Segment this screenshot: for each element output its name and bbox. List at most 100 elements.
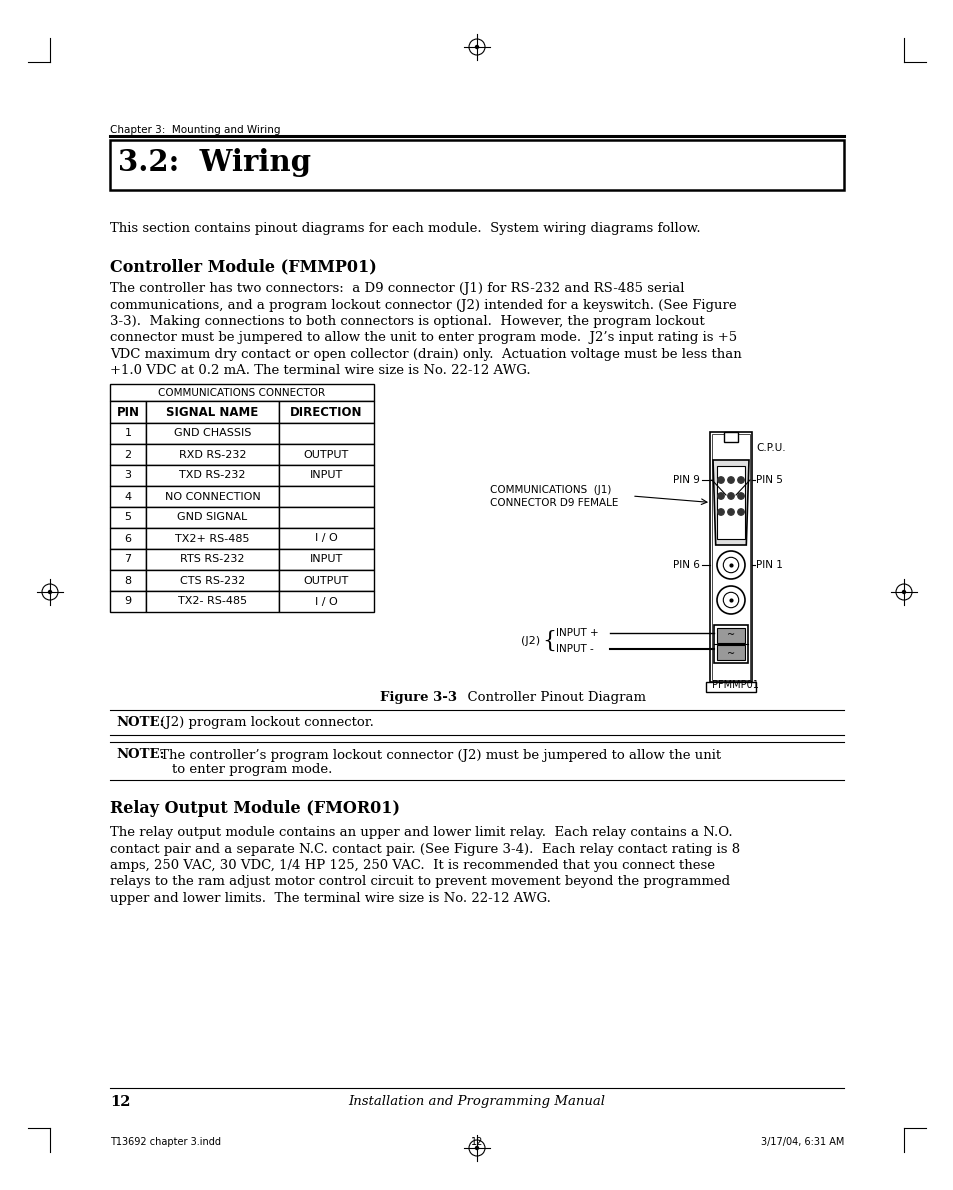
- Text: contact pair and a separate N.C. contact pair. (See Figure 3-4).  Each relay con: contact pair and a separate N.C. contact…: [110, 843, 740, 856]
- Bar: [717, 645, 744, 660]
- Bar: [146, 401, 278, 422]
- Text: NOTE:: NOTE:: [116, 749, 164, 762]
- Text: CTS RS-232: CTS RS-232: [180, 576, 245, 585]
- Bar: [110, 444, 146, 465]
- Bar: [278, 549, 374, 570]
- Bar: [146, 444, 278, 465]
- Text: 8: 8: [124, 576, 132, 585]
- Text: Chapter 3:  Mounting and Wiring: Chapter 3: Mounting and Wiring: [110, 125, 280, 134]
- Bar: [110, 384, 374, 401]
- Text: PIN 6: PIN 6: [673, 560, 700, 570]
- Text: T13692 chapter 3.indd: T13692 chapter 3.indd: [110, 1136, 221, 1147]
- Bar: [278, 528, 374, 549]
- Text: TX2+ RS-485: TX2+ RS-485: [175, 533, 250, 544]
- Text: NOTE:: NOTE:: [116, 716, 164, 729]
- Text: The controller has two connectors:  a D9 connector (J1) for RS-232 and RS-485 se: The controller has two connectors: a D9 …: [110, 282, 684, 295]
- Text: TXD RS-232: TXD RS-232: [179, 470, 246, 481]
- Text: 5: 5: [125, 513, 132, 522]
- Text: 9: 9: [124, 596, 132, 607]
- Bar: [709, 432, 751, 682]
- Text: NO CONNECTION: NO CONNECTION: [165, 491, 260, 501]
- Circle shape: [737, 509, 743, 515]
- Text: GND SIGNAL: GND SIGNAL: [177, 513, 248, 522]
- Circle shape: [49, 590, 51, 594]
- Text: 12: 12: [110, 1095, 131, 1109]
- Bar: [146, 549, 278, 570]
- Bar: [110, 465, 146, 486]
- Text: 4: 4: [124, 491, 132, 501]
- Text: amps, 250 VAC, 30 VDC, 1/4 HP 125, 250 VAC.  It is recommended that you connect : amps, 250 VAC, 30 VDC, 1/4 HP 125, 250 V…: [110, 859, 714, 872]
- Circle shape: [475, 45, 478, 49]
- Circle shape: [727, 493, 734, 499]
- Bar: [278, 422, 374, 444]
- Bar: [110, 549, 146, 570]
- Text: communications, and a program lockout connector (J2) intended for a keyswitch. (: communications, and a program lockout co…: [110, 299, 736, 312]
- Text: INPUT +: INPUT +: [556, 628, 598, 638]
- Circle shape: [717, 509, 723, 515]
- Text: The controller’s program lockout connector (J2) must be jumpered to allow the un: The controller’s program lockout connect…: [156, 749, 720, 762]
- Circle shape: [717, 477, 723, 483]
- Text: 3-3).  Making connections to both connectors is optional.  However, the program : 3-3). Making connections to both connect…: [110, 315, 704, 328]
- Text: 3/17/04, 6:31 AM: 3/17/04, 6:31 AM: [760, 1136, 843, 1147]
- Text: OUTPUT: OUTPUT: [304, 450, 349, 459]
- Bar: [146, 591, 278, 612]
- Text: Installation and Programming Manual: Installation and Programming Manual: [348, 1096, 605, 1109]
- Text: 3: 3: [125, 470, 132, 481]
- Text: 7: 7: [124, 555, 132, 564]
- Bar: [110, 528, 146, 549]
- Bar: [110, 591, 146, 612]
- Bar: [278, 465, 374, 486]
- Text: RTS RS-232: RTS RS-232: [180, 555, 245, 564]
- Text: SIGNAL NAME: SIGNAL NAME: [166, 406, 258, 419]
- Text: I / O: I / O: [314, 596, 337, 607]
- Text: TX2- RS-485: TX2- RS-485: [178, 596, 247, 607]
- Text: I / O: I / O: [314, 533, 337, 544]
- Bar: [110, 140, 843, 190]
- Text: upper and lower limits.  The terminal wire size is No. 22-12 AWG.: upper and lower limits. The terminal wir…: [110, 892, 550, 906]
- Bar: [278, 401, 374, 422]
- Bar: [723, 432, 738, 441]
- Bar: [146, 507, 278, 528]
- Text: PFMMP01: PFMMP01: [711, 679, 758, 690]
- Text: PIN 9: PIN 9: [673, 475, 700, 486]
- Bar: [146, 422, 278, 444]
- Bar: [146, 486, 278, 507]
- Bar: [278, 591, 374, 612]
- Text: 12: 12: [471, 1136, 482, 1147]
- Text: {: {: [541, 630, 556, 652]
- Circle shape: [737, 493, 743, 499]
- Text: (J2): (J2): [520, 635, 539, 646]
- Bar: [278, 444, 374, 465]
- Text: GND CHASSIS: GND CHASSIS: [173, 428, 251, 438]
- Bar: [278, 507, 374, 528]
- Bar: [110, 422, 146, 444]
- Text: 1: 1: [125, 428, 132, 438]
- Bar: [278, 570, 374, 591]
- Text: INPUT: INPUT: [310, 470, 343, 481]
- Text: PIN: PIN: [116, 406, 139, 419]
- Bar: [705, 682, 755, 693]
- Text: Relay Output Module (FMOR01): Relay Output Module (FMOR01): [110, 800, 399, 818]
- Circle shape: [727, 477, 734, 483]
- Text: PIN 5: PIN 5: [755, 475, 782, 486]
- Text: ~: ~: [726, 630, 735, 640]
- Text: +1.0 VDC at 0.2 mA. The terminal wire size is No. 22-12 AWG.: +1.0 VDC at 0.2 mA. The terminal wire si…: [110, 364, 530, 377]
- Text: 6: 6: [125, 533, 132, 544]
- Text: ~: ~: [726, 649, 735, 659]
- Bar: [278, 486, 374, 507]
- Bar: [146, 570, 278, 591]
- Text: VDC maximum dry contact or open collector (drain) only.  Actuation voltage must : VDC maximum dry contact or open collecto…: [110, 347, 741, 361]
- Text: PIN 1: PIN 1: [755, 560, 782, 570]
- Text: 3.2:  Wiring: 3.2: Wiring: [118, 148, 311, 177]
- Text: Controller Module (FMMP01): Controller Module (FMMP01): [110, 258, 376, 275]
- Circle shape: [902, 590, 904, 594]
- Text: CONNECTOR D9 FEMALE: CONNECTOR D9 FEMALE: [490, 497, 618, 508]
- Text: relays to the ram adjust motor control circuit to prevent movement beyond the pr: relays to the ram adjust motor control c…: [110, 876, 729, 889]
- Text: C.P.U.: C.P.U.: [755, 443, 785, 453]
- Bar: [146, 465, 278, 486]
- Text: The relay output module contains an upper and lower limit relay.  Each relay con: The relay output module contains an uppe…: [110, 826, 732, 839]
- Text: INPUT: INPUT: [310, 555, 343, 564]
- Text: COMMUNICATIONS CONNECTOR: COMMUNICATIONS CONNECTOR: [158, 388, 325, 397]
- Text: COMMUNICATIONS  (J1): COMMUNICATIONS (J1): [490, 486, 611, 495]
- Circle shape: [737, 477, 743, 483]
